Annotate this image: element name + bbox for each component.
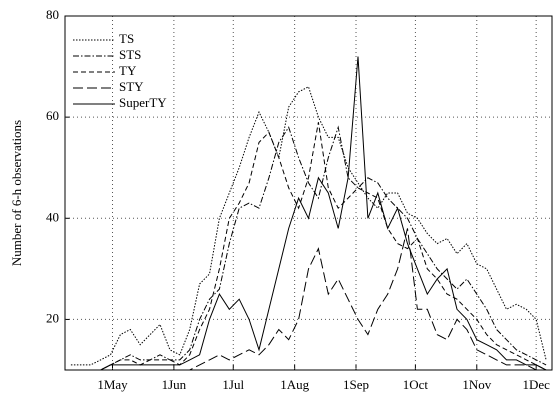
legend-label: TY: [119, 63, 137, 78]
x-tick-label: 1Jul: [222, 377, 244, 392]
legend-label: SuperTY: [119, 95, 167, 110]
x-tick-label: 1Nov: [462, 377, 491, 392]
legend-label: STS: [119, 47, 141, 62]
y-axis-title: Number of 6-h observations: [9, 120, 24, 266]
legend-label: STY: [119, 79, 144, 94]
y-tick-label: 60: [46, 108, 59, 123]
y-tick-label: 20: [46, 310, 59, 325]
y-tick-label: 40: [46, 209, 59, 224]
x-tick-label: 1Jun: [162, 377, 187, 392]
series-line: [70, 125, 547, 371]
plot-frame: [64, 15, 553, 371]
x-tick-label: 1Aug: [280, 377, 309, 392]
x-tick-label: 1Sep: [343, 377, 369, 392]
series-line: [70, 86, 547, 366]
x-tick-label: 1May: [97, 377, 128, 392]
series-line: [70, 122, 547, 371]
y-tick-label: 80: [46, 7, 59, 22]
legend-label: TS: [119, 31, 134, 46]
x-tick-label: 1Dec: [522, 377, 550, 392]
series-line: [70, 228, 547, 371]
series-line: [70, 56, 547, 371]
x-tick-label: 1Oct: [403, 377, 429, 392]
